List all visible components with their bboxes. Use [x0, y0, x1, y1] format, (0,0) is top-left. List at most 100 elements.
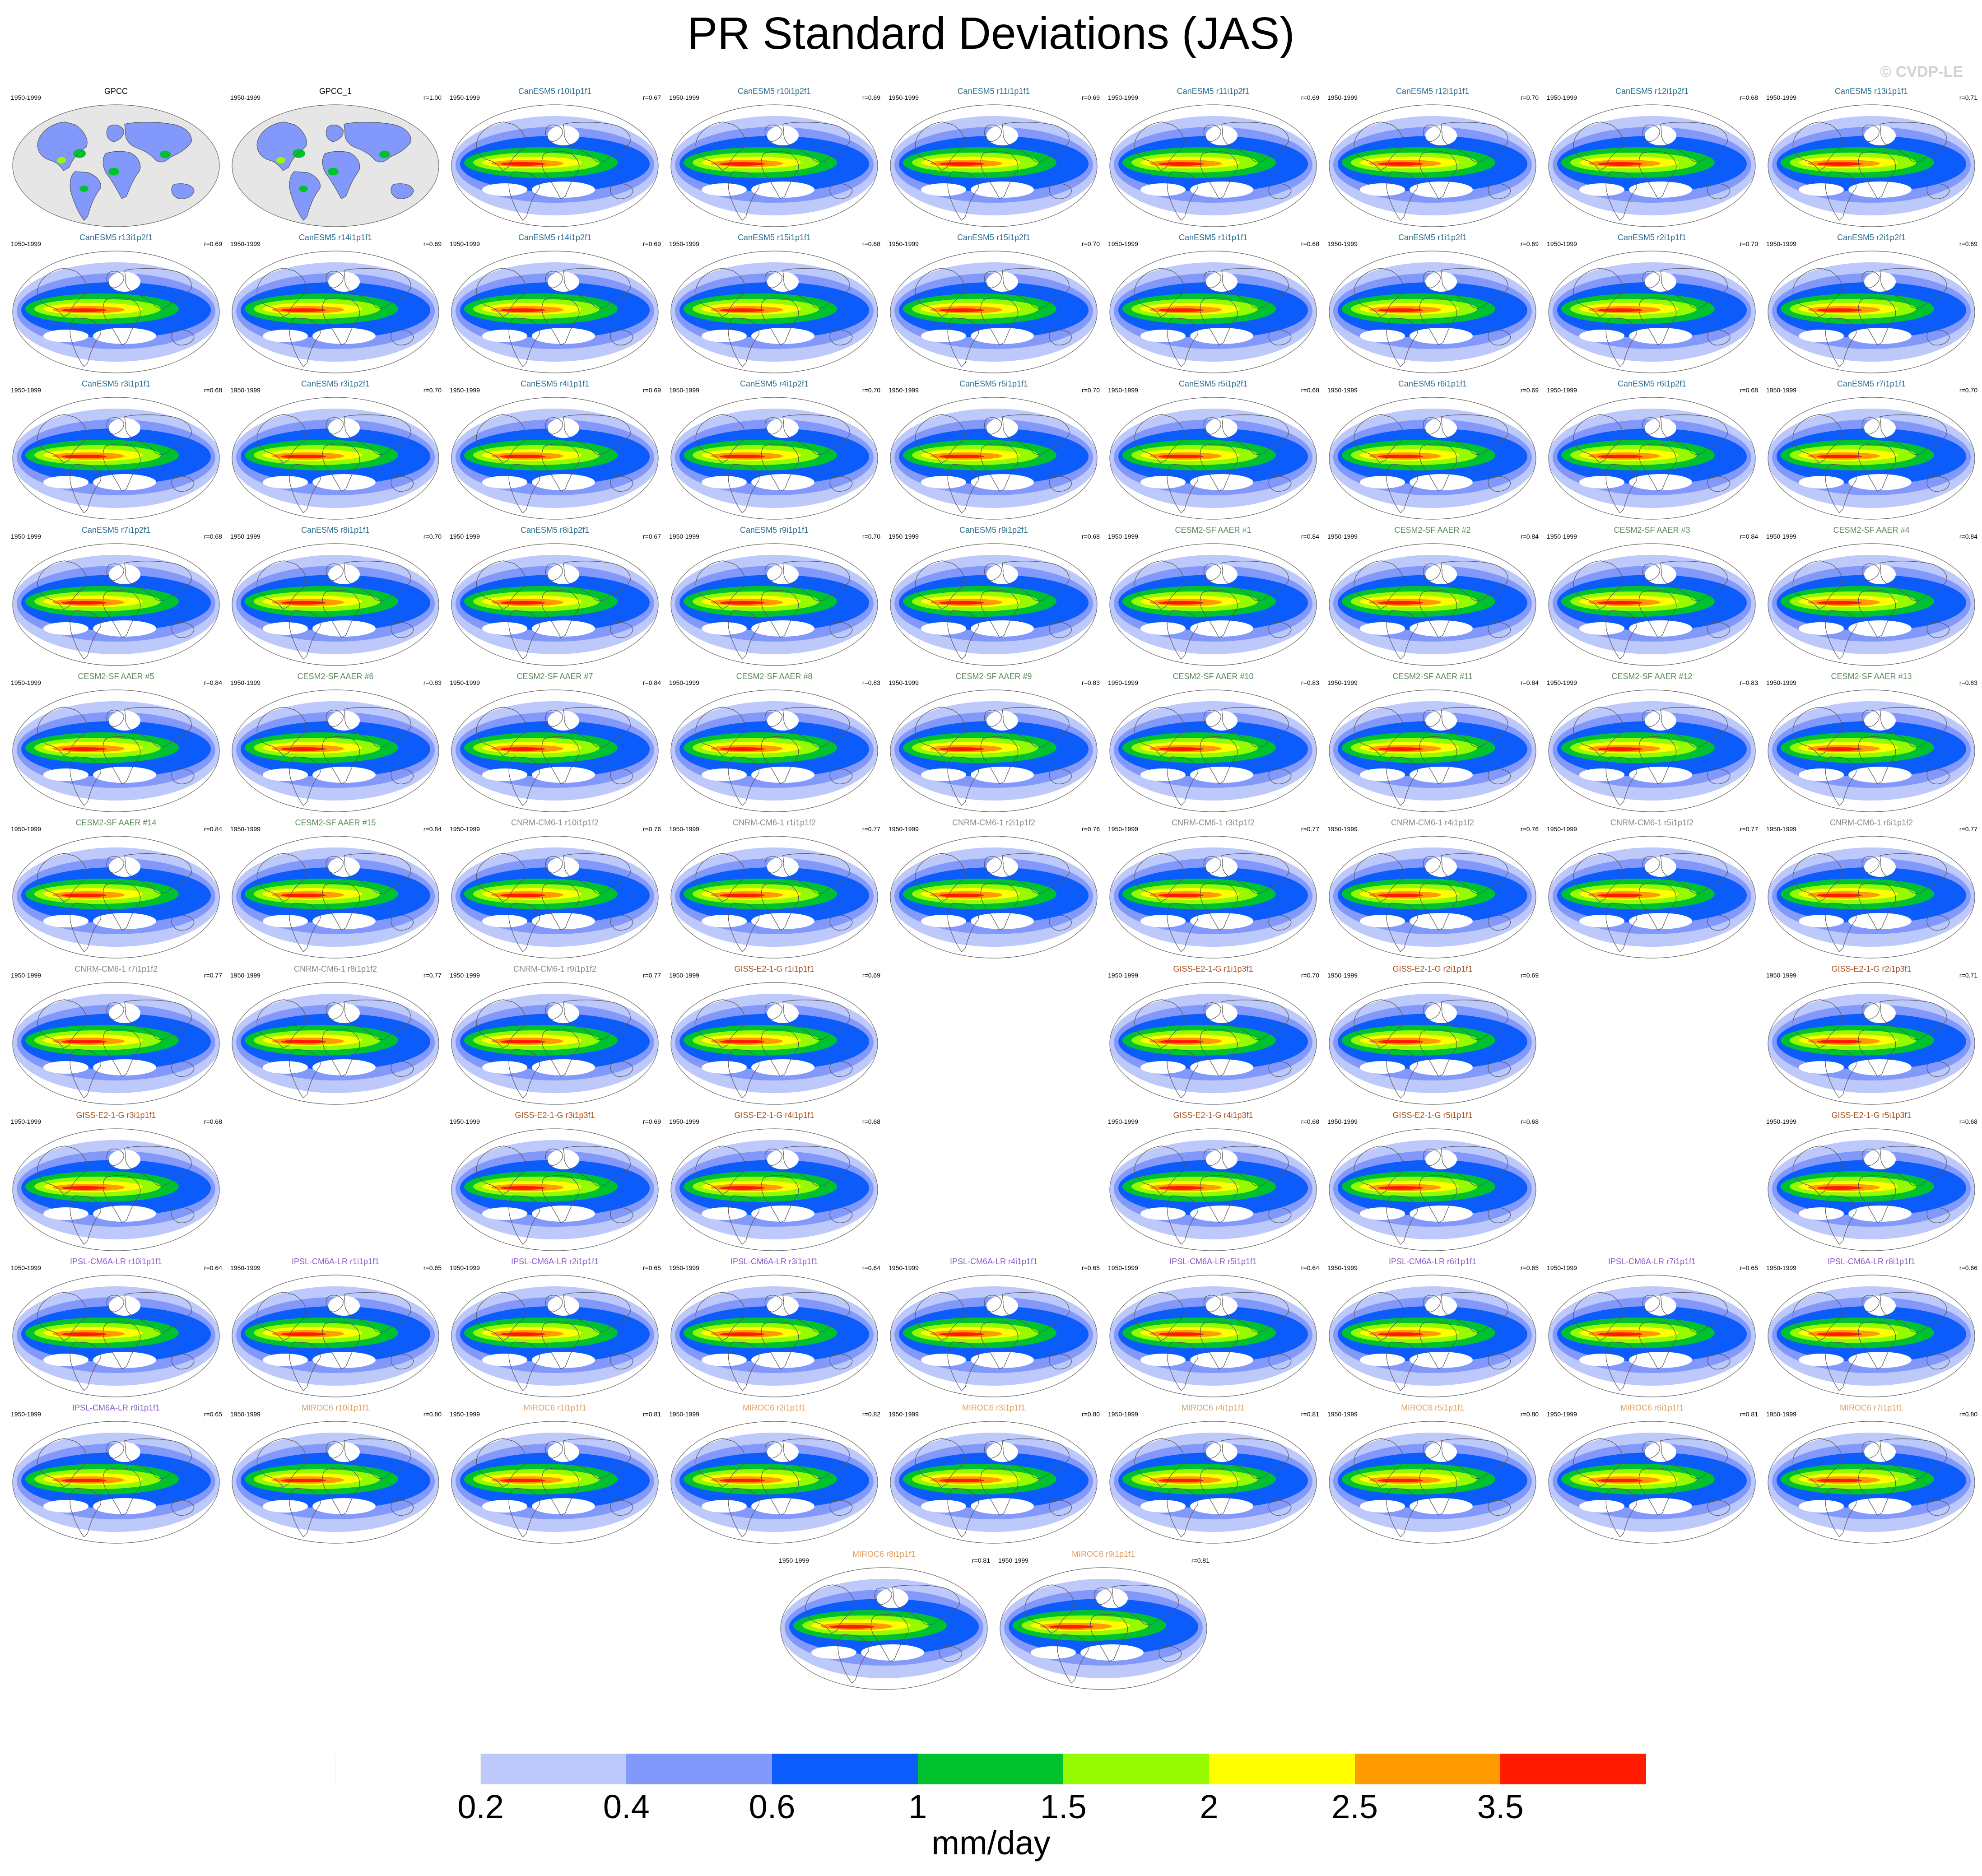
panel-period: 1950-1999 [11, 972, 41, 979]
panel-label: CanESM5 r6i1p1f1 [1398, 379, 1467, 388]
map-panel: MIROC6 r1i1p1f1 1950-1999 r=0.81 [446, 1402, 664, 1546]
panel-label: IPSL-CM6A-LR r1i1p1f1 [291, 1257, 380, 1266]
panel-pattern-correlation: r=0.66 [1959, 1264, 1977, 1271]
map-panel: MIROC6 r6i1p1f1 1950-1999 r=0.81 [1543, 1402, 1761, 1546]
map-panel: CESM2-SF AAER #12 1950-1999 r=0.83 [1543, 671, 1761, 815]
colorbar-swatch [1063, 1754, 1209, 1784]
panel-label: MIROC6 r2i1p1f1 [742, 1403, 806, 1412]
panel-label: CanESM5 r5i1p1f1 [959, 379, 1028, 388]
panel-period: 1950-1999 [1108, 240, 1138, 247]
panel-period: 1950-1999 [1327, 1118, 1358, 1125]
panel-pattern-correlation: r=0.65 [1081, 1264, 1100, 1271]
map-panel: CanESM5 r2i1p1f1 1950-1999 r=0.70 [1543, 232, 1761, 376]
panel-label: CNRM-CM6-1 r10i1p1f2 [511, 818, 599, 827]
colorbar-tick-label: 2 [1200, 1788, 1219, 1825]
panel-period: 1950-1999 [1327, 240, 1358, 247]
world-map [1329, 104, 1536, 227]
panel-period: 1950-1999 [669, 533, 699, 540]
panel-pattern-correlation: r=0.68 [1301, 1118, 1319, 1125]
panel-label: MIROC6 r3i1p1f1 [962, 1403, 1026, 1412]
panel-label: IPSL-CM6A-LR r6i1p1f1 [1388, 1257, 1477, 1266]
panel-period: 1950-1999 [11, 533, 41, 540]
panel-label: GISS-E2-1-G r5i1p1f1 [1392, 1111, 1473, 1120]
panel-pattern-correlation: r=0.64 [862, 1264, 880, 1271]
panel-period: 1950-1999 [889, 386, 919, 394]
map-panel: MIROC6 r7i1p1f1 1950-1999 r=0.80 [1763, 1402, 1980, 1546]
panel-label: CNRM-CM6-1 r6i1p1f2 [1829, 818, 1913, 827]
panel-pattern-correlation: r=0.71 [1959, 94, 1977, 101]
panel-period: 1950-1999 [1547, 1410, 1577, 1418]
panel-label: GISS-E2-1-G r5i1p3f1 [1831, 1111, 1912, 1120]
panel-label: IPSL-CM6A-LR r5i1p1f1 [1169, 1257, 1257, 1266]
panel-pattern-correlation: r=0.76 [1520, 825, 1539, 833]
world-map [232, 397, 439, 520]
panel-pattern-correlation: r=0.68 [862, 1118, 880, 1125]
map-panel: CanESM5 r12i1p1f1 1950-1999 r=0.70 [1324, 86, 1541, 229]
map-panel: CESM2-SF AAER #6 1950-1999 r=0.83 [227, 671, 444, 815]
panel-period: 1950-1999 [779, 1557, 809, 1564]
panel-label: CanESM5 r11i1p2f1 [1177, 87, 1250, 96]
panel-pattern-correlation: r=0.70 [1081, 386, 1100, 394]
map-panel: CESM2-SF AAER #11 1950-1999 r=0.84 [1324, 671, 1541, 815]
panel-pattern-correlation: r=0.64 [1301, 1264, 1319, 1271]
panel-pattern-correlation: r=0.80 [1959, 1410, 1977, 1418]
panel-pattern-correlation: r=0.70 [1520, 94, 1539, 101]
world-map [1109, 1421, 1317, 1544]
panel-pattern-correlation: r=0.70 [1081, 240, 1100, 247]
world-map [451, 104, 659, 227]
panel-pattern-correlation: r=0.70 [423, 533, 442, 540]
map-panel: IPSL-CM6A-LR r6i1p1f1 1950-1999 r=0.65 [1324, 1256, 1541, 1400]
panel-pattern-correlation: r=0.69 [423, 240, 442, 247]
map-panel: CanESM5 r8i1p1f1 1950-1999 r=0.70 [227, 525, 444, 668]
panel-pattern-correlation: r=0.84 [204, 679, 222, 686]
panel-pattern-correlation: r=0.68 [204, 1118, 222, 1125]
panel-pattern-correlation: r=0.67 [642, 94, 661, 101]
panel-pattern-correlation: r=0.70 [862, 533, 880, 540]
panel-pattern-correlation: r=0.69 [1959, 240, 1977, 247]
panel-label: CanESM5 r12i1p2f1 [1615, 87, 1689, 96]
panel-label: CanESM5 r8i1p1f1 [301, 526, 370, 535]
panel-period: 1950-1999 [230, 825, 261, 833]
world-map [1768, 1128, 1975, 1251]
panel-period: 1950-1999 [450, 1118, 480, 1125]
world-map [12, 1275, 220, 1397]
colorbar-tick-label: 0.4 [603, 1788, 650, 1825]
panel-label: IPSL-CM6A-LR r2i1p1f1 [511, 1257, 599, 1266]
panel-label: CanESM5 r11i1p1f1 [957, 87, 1030, 96]
colorbar-swatch [917, 1754, 1064, 1784]
panel-pattern-correlation: r=0.65 [423, 1264, 442, 1271]
panel-pattern-correlation: r=0.81 [1740, 1410, 1758, 1418]
panel-period: 1950-1999 [230, 94, 261, 101]
world-map [1768, 689, 1975, 812]
panel-period: 1950-1999 [889, 240, 919, 247]
panel-pattern-correlation: r=0.69 [1301, 94, 1319, 101]
panel-label: GISS-E2-1-G r2i1p1f1 [1392, 964, 1473, 973]
map-panel: GPCC_1 1950-1999 r=1.00 [227, 86, 444, 229]
panel-period: 1950-1999 [11, 679, 41, 686]
panel-pattern-correlation: r=0.83 [1081, 679, 1100, 686]
panel-pattern-correlation: r=0.69 [1081, 94, 1100, 101]
map-panel: CESM2-SF AAER #2 1950-1999 r=0.84 [1324, 525, 1541, 668]
map-panel: CanESM5 r10i1p2f1 1950-1999 r=0.69 [665, 86, 883, 229]
map-panel: CanESM5 r8i1p2f1 1950-1999 r=0.67 [446, 525, 664, 668]
panel-label: CESM2-SF AAER #3 [1614, 526, 1690, 535]
panel-period: 1950-1999 [11, 1410, 41, 1418]
panel-pattern-correlation: r=0.65 [204, 1410, 222, 1418]
world-map [1548, 1275, 1756, 1397]
panel-pattern-correlation: r=0.69 [642, 386, 661, 394]
world-map [1329, 689, 1536, 812]
map-panel: CanESM5 r13i1p1f1 1950-1999 r=0.71 [1763, 86, 1980, 229]
panel-label: CESM2-SF AAER #9 [955, 672, 1032, 681]
world-map [451, 836, 659, 959]
panel-pattern-correlation: r=0.69 [1520, 240, 1539, 247]
world-map [1768, 1421, 1975, 1544]
map-panel: CESM2-SF AAER #7 1950-1999 r=0.84 [446, 671, 664, 815]
panel-label: IPSL-CM6A-LR r9i1p1f1 [72, 1403, 160, 1412]
panel-label: CanESM5 r13i1p2f1 [79, 233, 153, 242]
panel-label: CanESM5 r10i1p2f1 [737, 87, 811, 96]
panel-period: 1950-1999 [1108, 679, 1138, 686]
world-map [670, 689, 878, 812]
map-panel: CanESM5 r12i1p2f1 1950-1999 r=0.68 [1543, 86, 1761, 229]
panel-period: 1950-1999 [1766, 1410, 1796, 1418]
panel-pattern-correlation: r=0.70 [423, 386, 442, 394]
